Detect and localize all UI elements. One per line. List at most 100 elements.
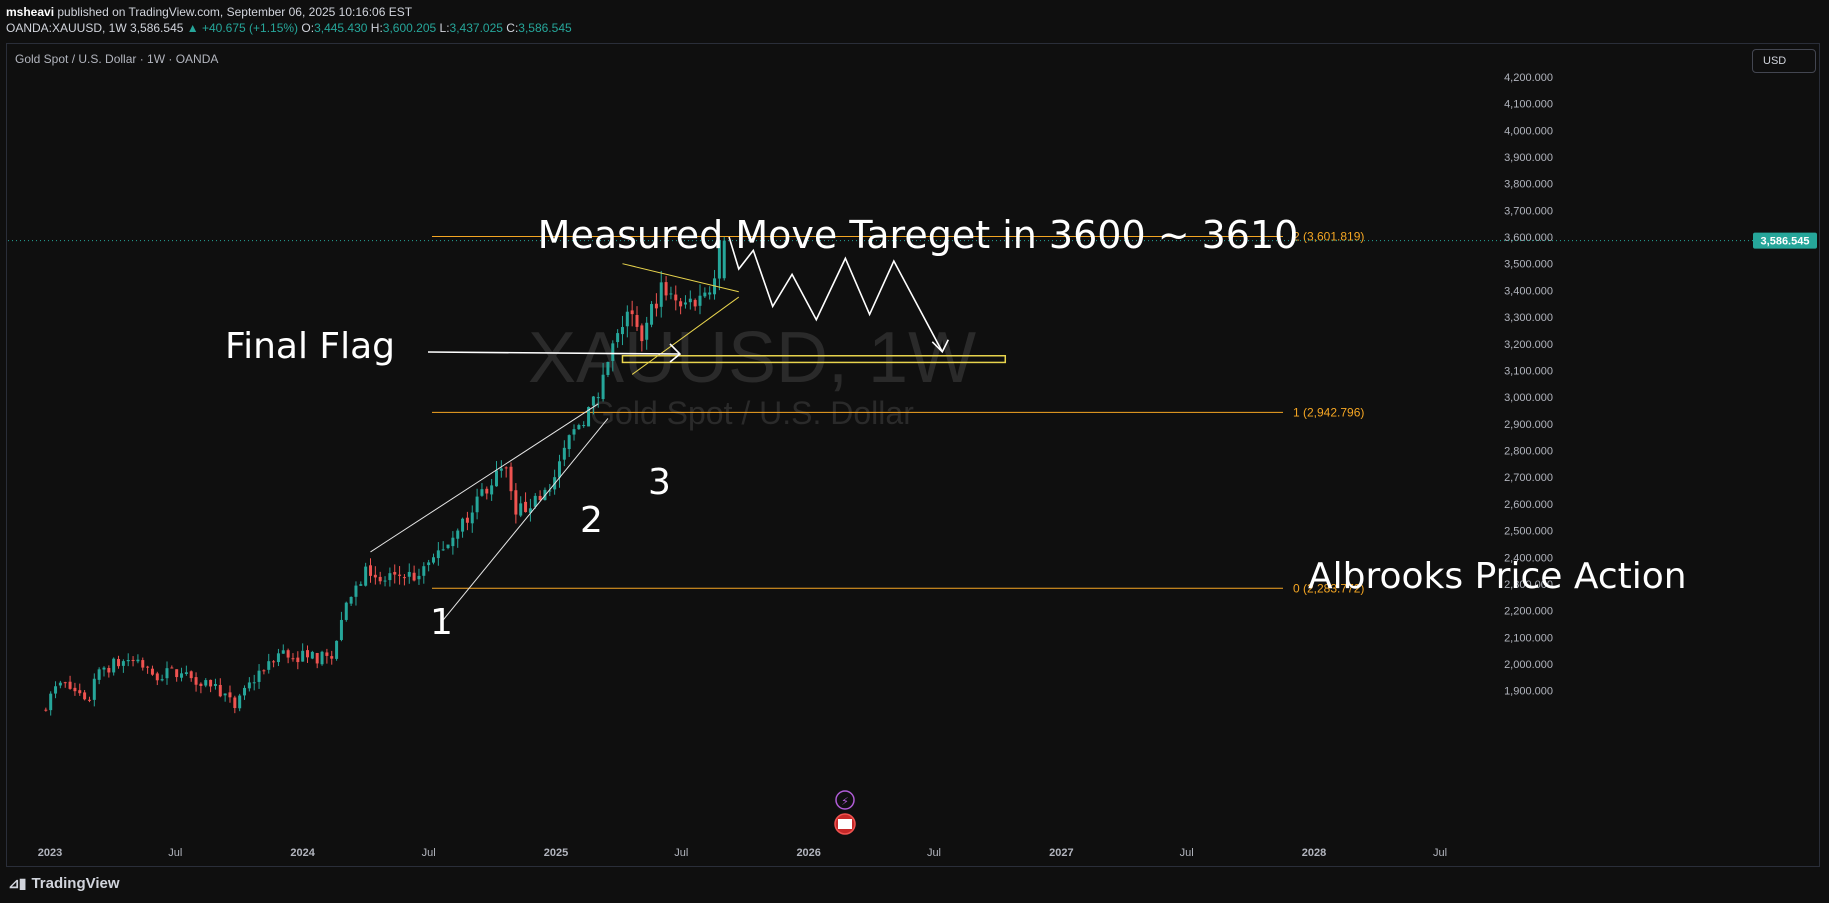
candle-down [296, 651, 300, 670]
candle-down [228, 685, 232, 703]
candle-down [155, 671, 159, 686]
candle-up [650, 301, 654, 328]
candle-body [146, 666, 150, 668]
candle-body [272, 661, 276, 663]
candle-body [257, 670, 261, 682]
candle-body [611, 343, 615, 361]
candle-up [126, 653, 130, 667]
candle-up [683, 295, 687, 309]
candle-body [68, 681, 72, 689]
candle-up [54, 681, 58, 699]
candle-body [306, 650, 310, 658]
candle-body [325, 652, 329, 656]
candle-up [407, 563, 411, 584]
candle-down [509, 462, 513, 500]
candle-up [688, 290, 692, 310]
candle-up [281, 644, 285, 654]
candle-body [519, 503, 523, 516]
candle-up [354, 581, 358, 606]
author-name[interactable]: msheavi [6, 5, 55, 19]
candle-down [131, 656, 135, 667]
projection-path [728, 236, 943, 353]
candle-body [315, 652, 319, 664]
y-tick-label: 3,900.000 [1504, 152, 1553, 164]
candle-up [349, 596, 353, 606]
x-tick-label: 2024 [290, 847, 315, 859]
candle-up [431, 553, 435, 565]
candle-body [121, 661, 125, 666]
currency-button[interactable]: USD [1752, 49, 1816, 73]
y-tick-label: 2,400.000 [1504, 552, 1553, 564]
candle-up [499, 460, 503, 478]
candle-down [175, 669, 179, 682]
candle-body [650, 304, 654, 325]
high-value: 3,600.205 [382, 21, 437, 35]
candle-body [296, 657, 300, 663]
candle-up [383, 576, 387, 587]
candle-up [160, 674, 164, 682]
candle-down [402, 574, 406, 586]
candle-body [364, 566, 368, 586]
footer-brand: TradingView [31, 875, 120, 892]
candle-body [708, 292, 712, 295]
candle-body [49, 693, 53, 711]
candle-body [204, 680, 208, 686]
candle-body [78, 690, 82, 694]
fib-level-label: 2 (3,601.819) [1293, 230, 1364, 244]
candle-body [470, 512, 474, 524]
candle-body [490, 485, 494, 495]
candle-up [490, 478, 494, 501]
candle-up [165, 661, 169, 685]
candle-body [243, 687, 247, 696]
candle-body [131, 659, 135, 662]
candle-body [117, 659, 121, 667]
x-tick-label: Jul [1180, 847, 1194, 859]
candle-down [378, 571, 382, 585]
candle-body [349, 596, 353, 604]
candle-body [209, 679, 213, 687]
fib-level-label: 0 (2,283.772) [1293, 581, 1364, 595]
candle-down [693, 298, 697, 311]
candle-down [325, 648, 329, 664]
candle-up [339, 611, 343, 642]
y-tick-label: 3,700.000 [1504, 205, 1553, 217]
candle-up [92, 673, 96, 707]
candle-up [611, 340, 615, 372]
candle-body [683, 302, 687, 305]
y-tick-label: 2,900.000 [1504, 419, 1553, 431]
symbol-line: OANDA:XAUUSD, 1W [6, 21, 127, 35]
candle-up [528, 498, 532, 522]
last-price: 3,586.545 [130, 21, 184, 35]
candle-down [146, 665, 150, 674]
candle-up [180, 667, 184, 682]
candle-up [703, 287, 707, 299]
y-tick-label: 2,100.000 [1504, 632, 1553, 644]
x-tick-label: 2028 [1302, 847, 1326, 859]
candle-down [485, 486, 489, 500]
candle-up [456, 528, 460, 548]
candle-up [49, 691, 53, 716]
fib-level-label: 1 (2,942.796) [1293, 405, 1364, 419]
candle-body [630, 310, 634, 315]
candle-body [373, 574, 377, 578]
candle-body [291, 658, 295, 660]
candle-down [664, 276, 668, 301]
chart-title: Gold Spot / U.S. Dollar · 1W · OANDA [15, 52, 219, 66]
candle-down [538, 490, 542, 502]
candle-body [223, 693, 227, 696]
candle-down [209, 679, 213, 693]
candle-up [494, 461, 498, 487]
y-tick-label: 2,700.000 [1504, 472, 1553, 484]
candle-body [87, 699, 91, 701]
candle-body [601, 374, 605, 400]
candle-body [199, 683, 203, 686]
albrooks-annotation: Albrooks Price Action [1308, 556, 1687, 597]
candle-body [703, 292, 707, 297]
y-tick-label: 2,200.000 [1504, 606, 1553, 618]
candle-up [606, 361, 610, 378]
candle-body [616, 333, 620, 343]
candle-body [577, 425, 581, 430]
candle-body [136, 659, 140, 662]
candle-up [257, 664, 261, 689]
